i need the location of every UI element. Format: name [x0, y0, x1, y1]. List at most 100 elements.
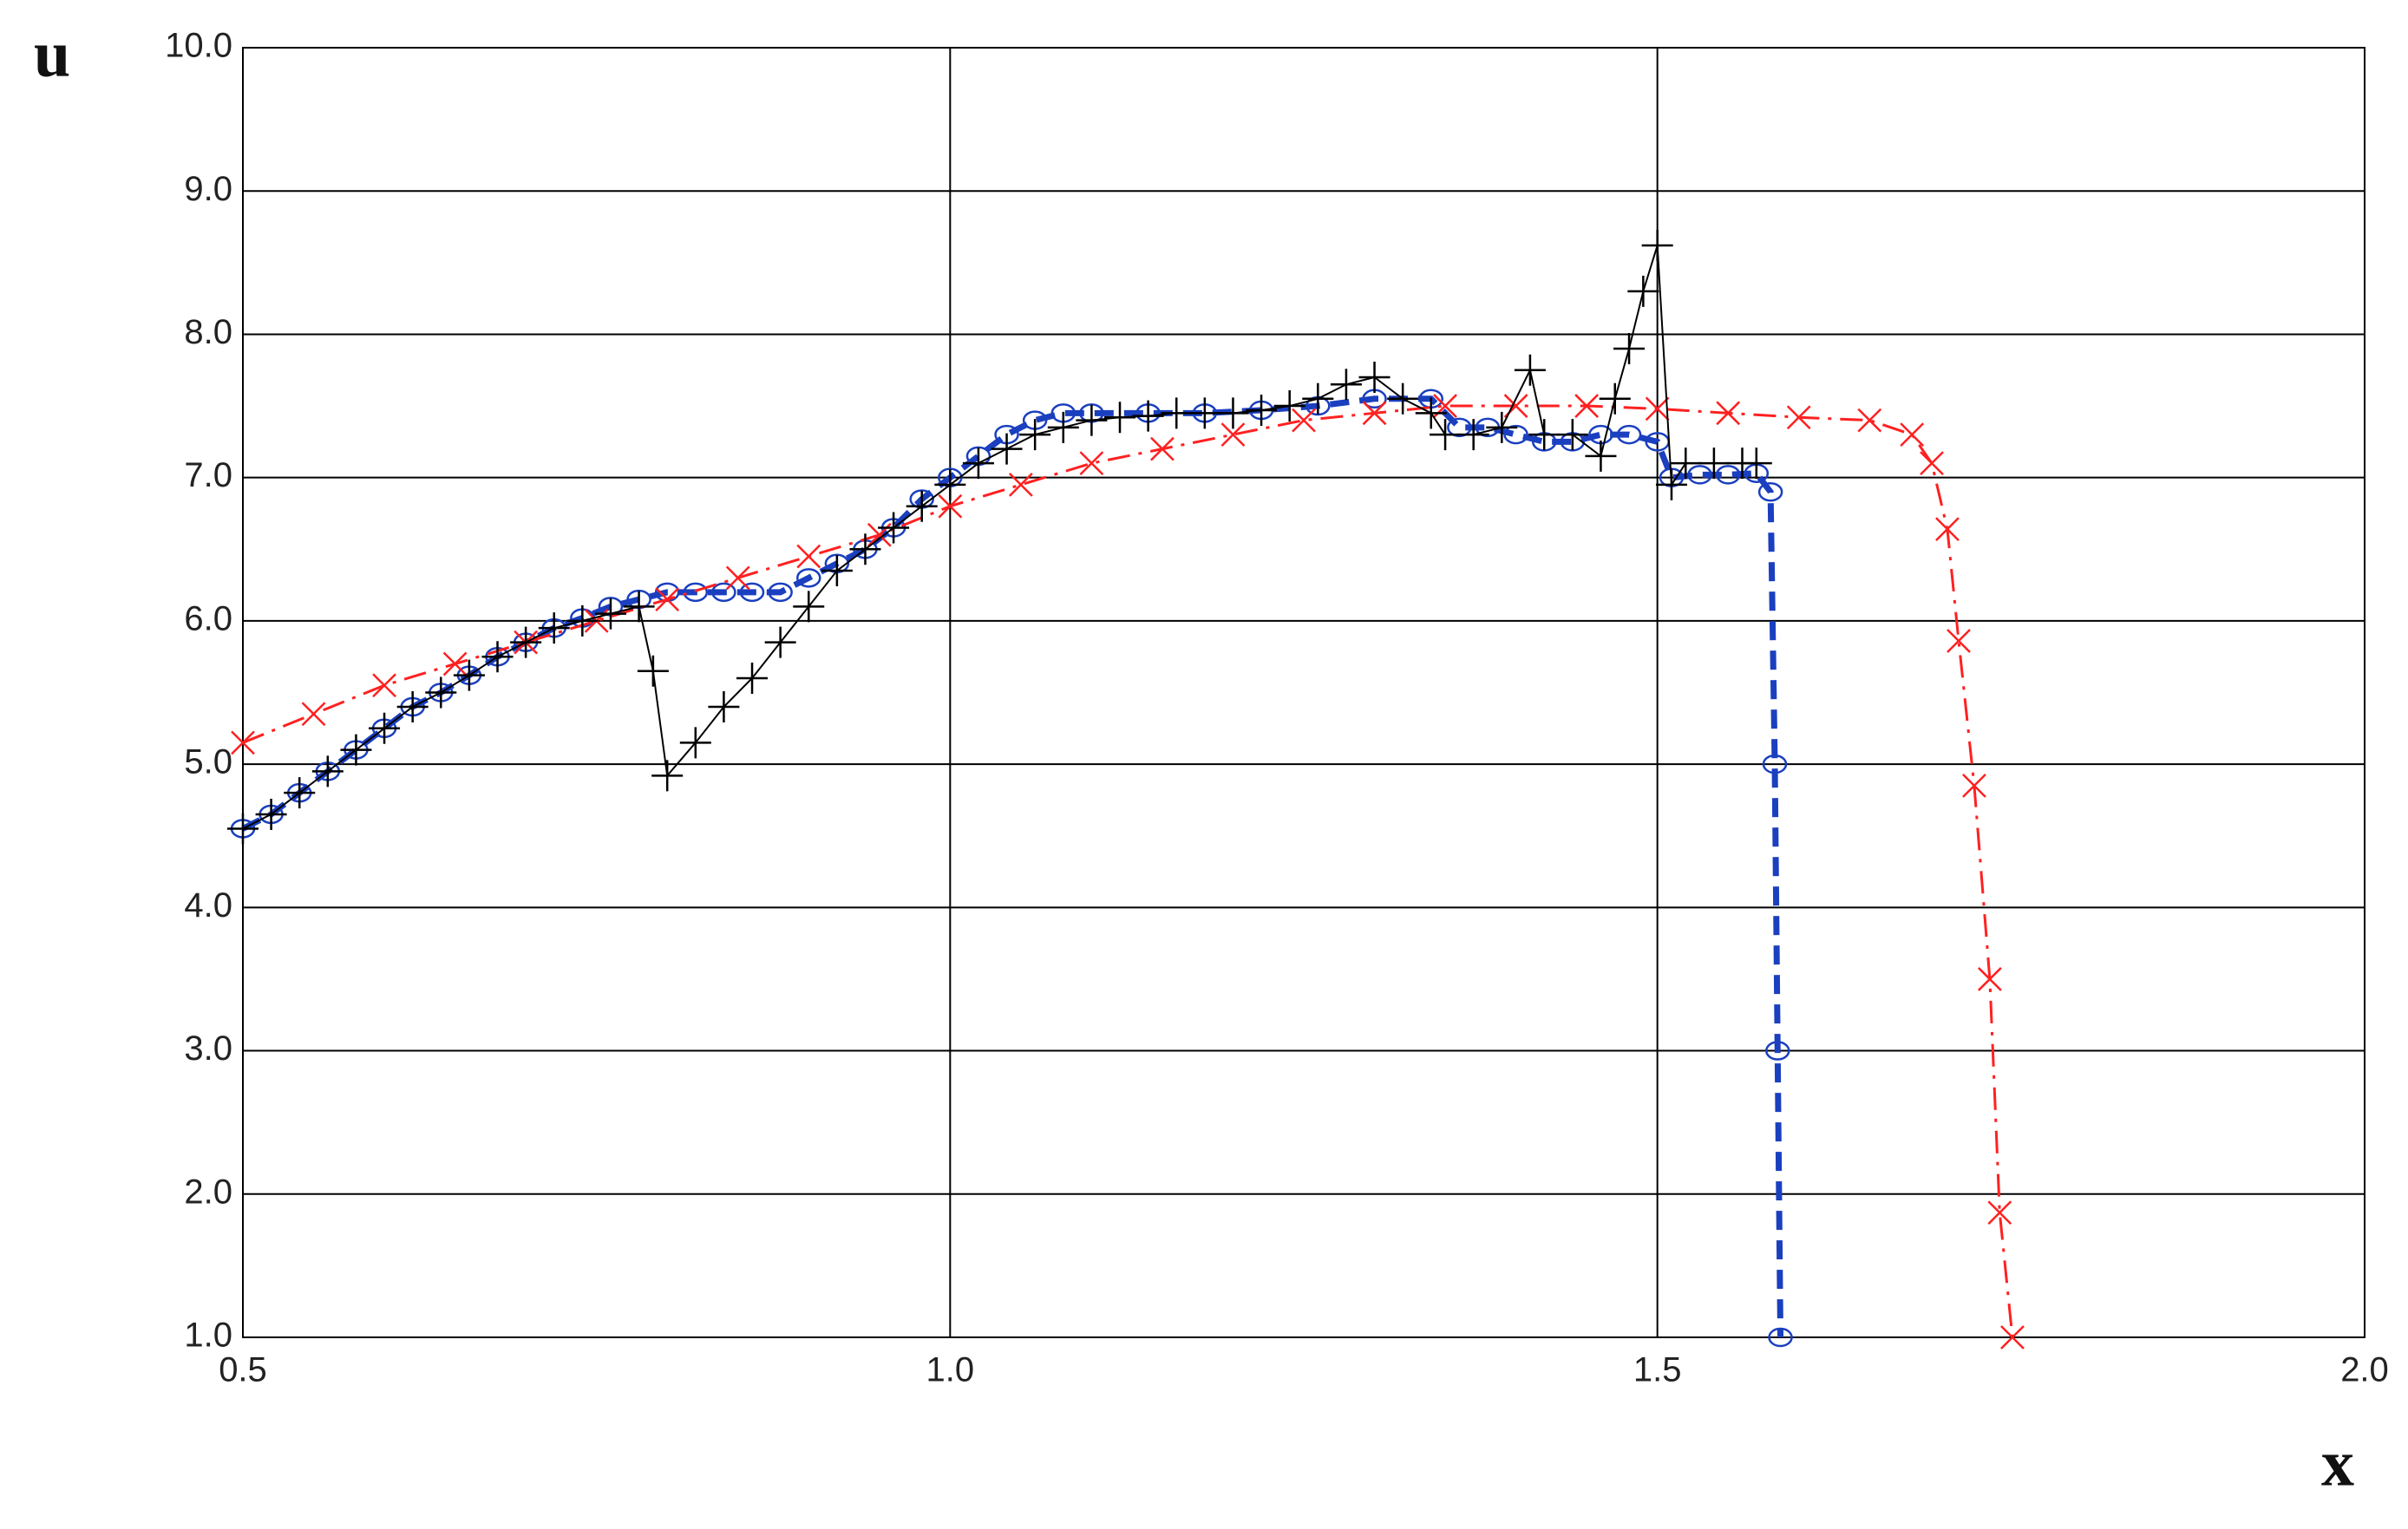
point: [1768, 1327, 1793, 1348]
point: [793, 591, 825, 623]
point: [2000, 1325, 2025, 1349]
point: [1716, 401, 1741, 426]
point: [1503, 424, 1528, 445]
point: [991, 433, 1023, 465]
point: [1585, 440, 1617, 472]
point: [1047, 411, 1079, 443]
point: [1161, 397, 1193, 429]
point: [1687, 465, 1712, 485]
x-tick-label: 1.5: [1633, 1351, 1682, 1389]
point: [1574, 394, 1600, 418]
point: [442, 651, 468, 676]
point: [1757, 481, 1783, 502]
point: [1935, 517, 1960, 542]
point: [934, 468, 966, 500]
point: [396, 691, 429, 723]
point: [1076, 404, 1108, 436]
y-tick-label: 7.0: [184, 456, 232, 494]
y-tick-label: 3.0: [184, 1029, 232, 1068]
point: [227, 813, 258, 845]
point: [1150, 436, 1175, 461]
point: [510, 626, 542, 658]
point: [1246, 395, 1278, 427]
point: [1765, 1041, 1790, 1061]
y-tick-label: 10.0: [165, 27, 232, 65]
point: [538, 612, 570, 644]
point: [1430, 419, 1462, 451]
point: [708, 691, 740, 723]
y-tick-label: 6.0: [184, 599, 232, 637]
point: [1358, 362, 1390, 394]
point: [1786, 405, 1811, 430]
point: [566, 604, 599, 637]
point: [736, 662, 769, 694]
point: [1641, 230, 1673, 262]
point: [821, 555, 853, 587]
point: [623, 591, 655, 623]
x-tick-label: 2.0: [2340, 1351, 2389, 1389]
point: [655, 587, 680, 611]
point: [1514, 354, 1546, 386]
series-line: [242, 404, 2014, 1338]
point: [1977, 967, 2002, 991]
point: [1079, 451, 1104, 476]
point: [1670, 448, 1702, 480]
point: [1188, 397, 1220, 429]
x-tick-label: 1.0: [926, 1351, 975, 1389]
point: [651, 760, 684, 792]
point: [962, 448, 994, 480]
y-tick-label: 4.0: [184, 886, 232, 925]
point: [878, 512, 910, 544]
point: [739, 582, 765, 603]
y-tick-label: 1.0: [184, 1317, 232, 1355]
point: [1900, 422, 1925, 447]
y-tick-label: 8.0: [184, 313, 232, 351]
point: [1415, 397, 1447, 429]
point: [1857, 408, 1882, 433]
point: [255, 798, 287, 830]
point: [906, 490, 938, 522]
point: [1599, 382, 1631, 415]
point: [1645, 396, 1670, 421]
point: [1920, 451, 1944, 476]
point: [301, 702, 326, 727]
point: [764, 626, 796, 658]
point: [1698, 448, 1730, 480]
point: [1220, 422, 1246, 447]
point: [711, 582, 736, 603]
y-axis-title: u: [34, 17, 70, 90]
point: [1715, 465, 1741, 485]
point: [1292, 408, 1316, 433]
point: [1217, 397, 1249, 429]
point: [1556, 419, 1588, 451]
point: [369, 712, 401, 744]
y-tick-label: 5.0: [184, 743, 232, 781]
point: [1486, 411, 1518, 443]
point: [284, 777, 316, 809]
series-line: [242, 245, 1757, 830]
x-tick-label: 0.5: [219, 1351, 267, 1389]
point: [768, 582, 793, 603]
plot-border: [242, 47, 2365, 1338]
point: [796, 544, 821, 569]
y-tick-label: 9.0: [184, 170, 232, 208]
series: [227, 230, 1772, 845]
point: [1362, 401, 1387, 426]
point: [1740, 448, 1772, 480]
point: [1008, 473, 1033, 497]
point: [594, 598, 626, 630]
point: [1528, 419, 1561, 451]
point: [1762, 754, 1788, 774]
point: [679, 727, 711, 759]
point: [725, 565, 750, 591]
point: [1387, 382, 1419, 415]
point: [1330, 369, 1362, 401]
point: [1655, 468, 1687, 500]
point: [1019, 419, 1051, 451]
point: [1273, 390, 1305, 422]
point: [637, 655, 669, 687]
point: [1613, 332, 1646, 364]
point: [425, 676, 457, 709]
point: [1132, 400, 1164, 432]
